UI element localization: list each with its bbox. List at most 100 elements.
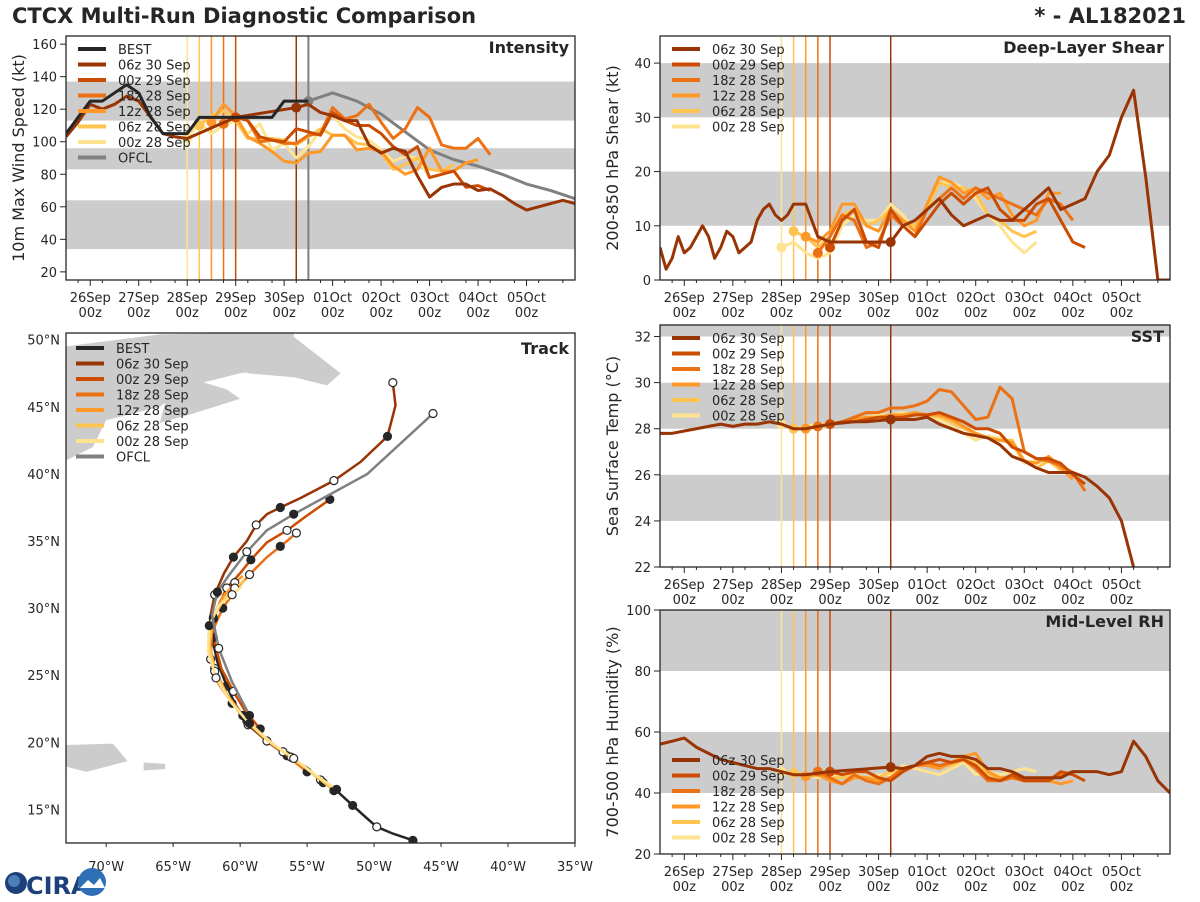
x-tick-label: 00z — [867, 306, 891, 321]
legend-label: 18z 28 Sep — [712, 74, 785, 89]
land-mass — [143, 762, 166, 771]
legend-label: 18z 28 Sep — [118, 90, 191, 105]
y-tick-label: 45°N — [27, 401, 60, 416]
x-tick-label: 02Oct — [956, 578, 995, 593]
track-point — [244, 710, 255, 721]
legend-label: 00z 28 Sep — [712, 121, 785, 136]
x-tick-label: 00z — [1110, 306, 1134, 321]
legend-label: 06z 30 Sep — [116, 358, 189, 373]
x-tick-label: 02Oct — [956, 291, 995, 306]
x-tick-label: 00z — [964, 593, 988, 608]
x-tick-label: 02Oct — [956, 865, 995, 880]
x-tick-label: 00z — [770, 593, 794, 608]
x-tick-label: 00z — [770, 880, 794, 895]
x-tick-label: 00z — [770, 306, 794, 321]
x-tick-label: 27Sep — [712, 865, 753, 880]
x-tick-label: 00z — [224, 306, 248, 321]
legend-label: BEST — [116, 342, 149, 357]
y-tick-label: 100 — [32, 136, 57, 151]
init-marker — [885, 762, 896, 773]
legend-label: OFCL — [118, 152, 153, 167]
x-tick-label: 60°W — [222, 860, 258, 875]
x-tick-label: 04Oct — [1053, 578, 1092, 593]
y-tick-label: 20 — [634, 166, 651, 181]
x-tick-label: 27Sep — [712, 291, 753, 306]
x-tick-label: 00z — [915, 306, 939, 321]
x-tick-label: 03Oct — [1005, 578, 1044, 593]
threshold-band — [660, 610, 1170, 671]
track-point — [214, 643, 224, 653]
x-tick-label: 29Sep — [809, 578, 850, 593]
x-tick-label: 00z — [176, 306, 200, 321]
y-tick-label: 50°N — [27, 334, 60, 349]
y-tick-label: 20°N — [27, 736, 60, 751]
x-tick-label: 04Oct — [1053, 865, 1092, 880]
track-point — [275, 502, 285, 513]
x-tick-label: 50°W — [356, 860, 392, 875]
track-line-18z-28-Sep — [209, 532, 308, 773]
x-tick-label: 00z — [272, 306, 296, 321]
legend-label: 06z 30 Sep — [118, 59, 191, 74]
legend-label: 18z 28 Sep — [712, 785, 785, 800]
x-tick-label: 30Sep — [264, 291, 305, 306]
x-tick-label: 00z — [369, 306, 393, 321]
y-axis-label: 10m Max Wind Speed (kt) — [9, 54, 28, 262]
init-marker — [885, 237, 896, 248]
x-tick-label: 28Sep — [761, 578, 802, 593]
series-line-06z-30-Sep — [660, 415, 1136, 567]
legend-label: 18z 28 Sep — [116, 389, 189, 404]
x-tick-label: 29Sep — [809, 291, 850, 306]
legend-label: 12z 28 Sep — [712, 90, 785, 105]
x-tick-label: 00z — [721, 880, 745, 895]
intensity-panel: 26Sep00z27Sep00z28Sep00z29Sep00z30Sep00z… — [9, 35, 576, 321]
x-tick-label: 00z — [1061, 880, 1085, 895]
track-point — [244, 718, 255, 729]
axes-frame — [659, 324, 1171, 568]
track-point — [227, 590, 237, 600]
legend-label: 00z 29 Sep — [118, 74, 191, 89]
series-line-OFCL — [307, 91, 575, 201]
y-tick-label: 35°N — [27, 535, 60, 550]
track-line-BEST — [210, 637, 414, 842]
y-tick-label: 140 — [32, 71, 57, 86]
x-tick-label: 26Sep — [70, 291, 111, 306]
x-tick-label: 26Sep — [664, 291, 705, 306]
legend-label: 00z 29 Sep — [712, 59, 785, 74]
track-point — [291, 528, 301, 538]
x-tick-label: 00z — [673, 593, 697, 608]
track-plot-area — [66, 333, 438, 843]
legend-label: 12z 28 Sep — [118, 105, 191, 120]
legend-label: 00z 28 Sep — [116, 435, 189, 450]
track-point — [331, 784, 342, 794]
x-tick-label: 00z — [418, 306, 442, 321]
y-axis-label: 200-850 hPa Shear (kt) — [603, 65, 622, 251]
x-tick-label: 05Oct — [507, 291, 546, 306]
x-tick-label: 26Sep — [664, 865, 705, 880]
legend-label: 00z 29 Sep — [116, 373, 189, 388]
track-point — [251, 520, 261, 530]
x-tick-label: 27Sep — [118, 291, 159, 306]
y-tick-label: 40 — [634, 787, 651, 802]
track-point — [289, 753, 299, 764]
x-tick-label: 00z — [1013, 593, 1037, 608]
track-point — [242, 547, 252, 557]
init-marker — [885, 414, 896, 425]
x-tick-label: 01Oct — [908, 578, 947, 593]
track-point — [275, 541, 285, 551]
legend-label: 06z 30 Sep — [712, 332, 785, 347]
x-tick-label: 00z — [127, 306, 151, 321]
x-tick-label: 00z — [1013, 306, 1037, 321]
track-point — [228, 552, 239, 562]
x-tick-label: 00z — [818, 880, 842, 895]
x-tick-label: 45°W — [423, 860, 459, 875]
cira-logo: CIRA — [4, 866, 108, 900]
legend-label: 06z 30 Sep — [712, 754, 785, 769]
axes-frame — [659, 609, 1171, 855]
threshold-band — [660, 325, 1170, 337]
x-tick-label: 00z — [1061, 593, 1085, 608]
x-tick-label: 29Sep — [809, 865, 850, 880]
x-tick-label: 30Sep — [858, 578, 899, 593]
track-point — [282, 525, 292, 535]
x-tick-label: 02Oct — [362, 291, 401, 306]
x-tick-label: 04Oct — [459, 291, 498, 306]
